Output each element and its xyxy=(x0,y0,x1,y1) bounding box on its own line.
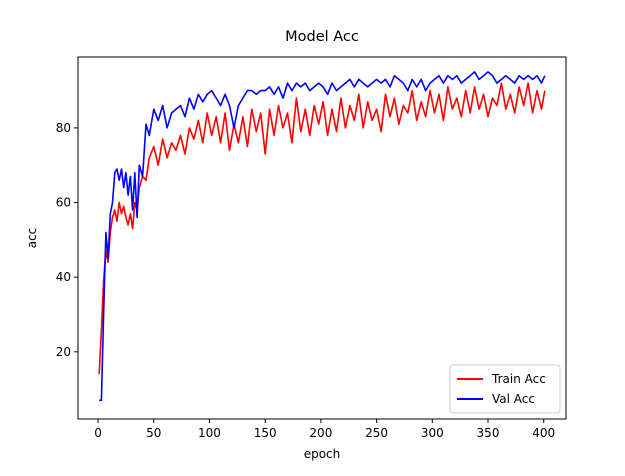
x-tick-label: 100 xyxy=(198,426,221,440)
legend: Train Acc Val Acc xyxy=(449,364,561,414)
legend-box xyxy=(449,364,561,414)
y-tick-label: 40 xyxy=(56,270,71,284)
x-tick-label: 350 xyxy=(477,426,500,440)
chart-title: Model Acc xyxy=(285,29,359,45)
x-tick-label: 150 xyxy=(254,426,277,440)
x-tick-label: 250 xyxy=(365,426,388,440)
series-line-train-acc xyxy=(98,82,546,375)
plot-frame xyxy=(77,56,567,420)
x-tick-label: 200 xyxy=(309,426,332,440)
x-tick-label: 0 xyxy=(94,426,102,440)
y-tick-label: 80 xyxy=(56,121,71,135)
x-tick-label: 400 xyxy=(532,426,555,440)
x-tick-label: 50 xyxy=(146,426,161,440)
legend-label-val: Val Acc xyxy=(492,392,535,406)
x-axis-label: epoch xyxy=(304,447,341,461)
y-tick-label: 60 xyxy=(56,196,71,210)
series-line-val-acc xyxy=(99,71,546,402)
y-axis-label: acc xyxy=(25,228,39,249)
x-tick-label: 300 xyxy=(421,426,444,440)
ticks-layer: 0 50 100 150 200 250 300 350 400 20 40 60 80 xyxy=(56,121,555,440)
series-layer xyxy=(98,71,546,402)
y-tick-label: 20 xyxy=(56,345,71,359)
legend-label-train: Train Acc xyxy=(491,372,546,386)
